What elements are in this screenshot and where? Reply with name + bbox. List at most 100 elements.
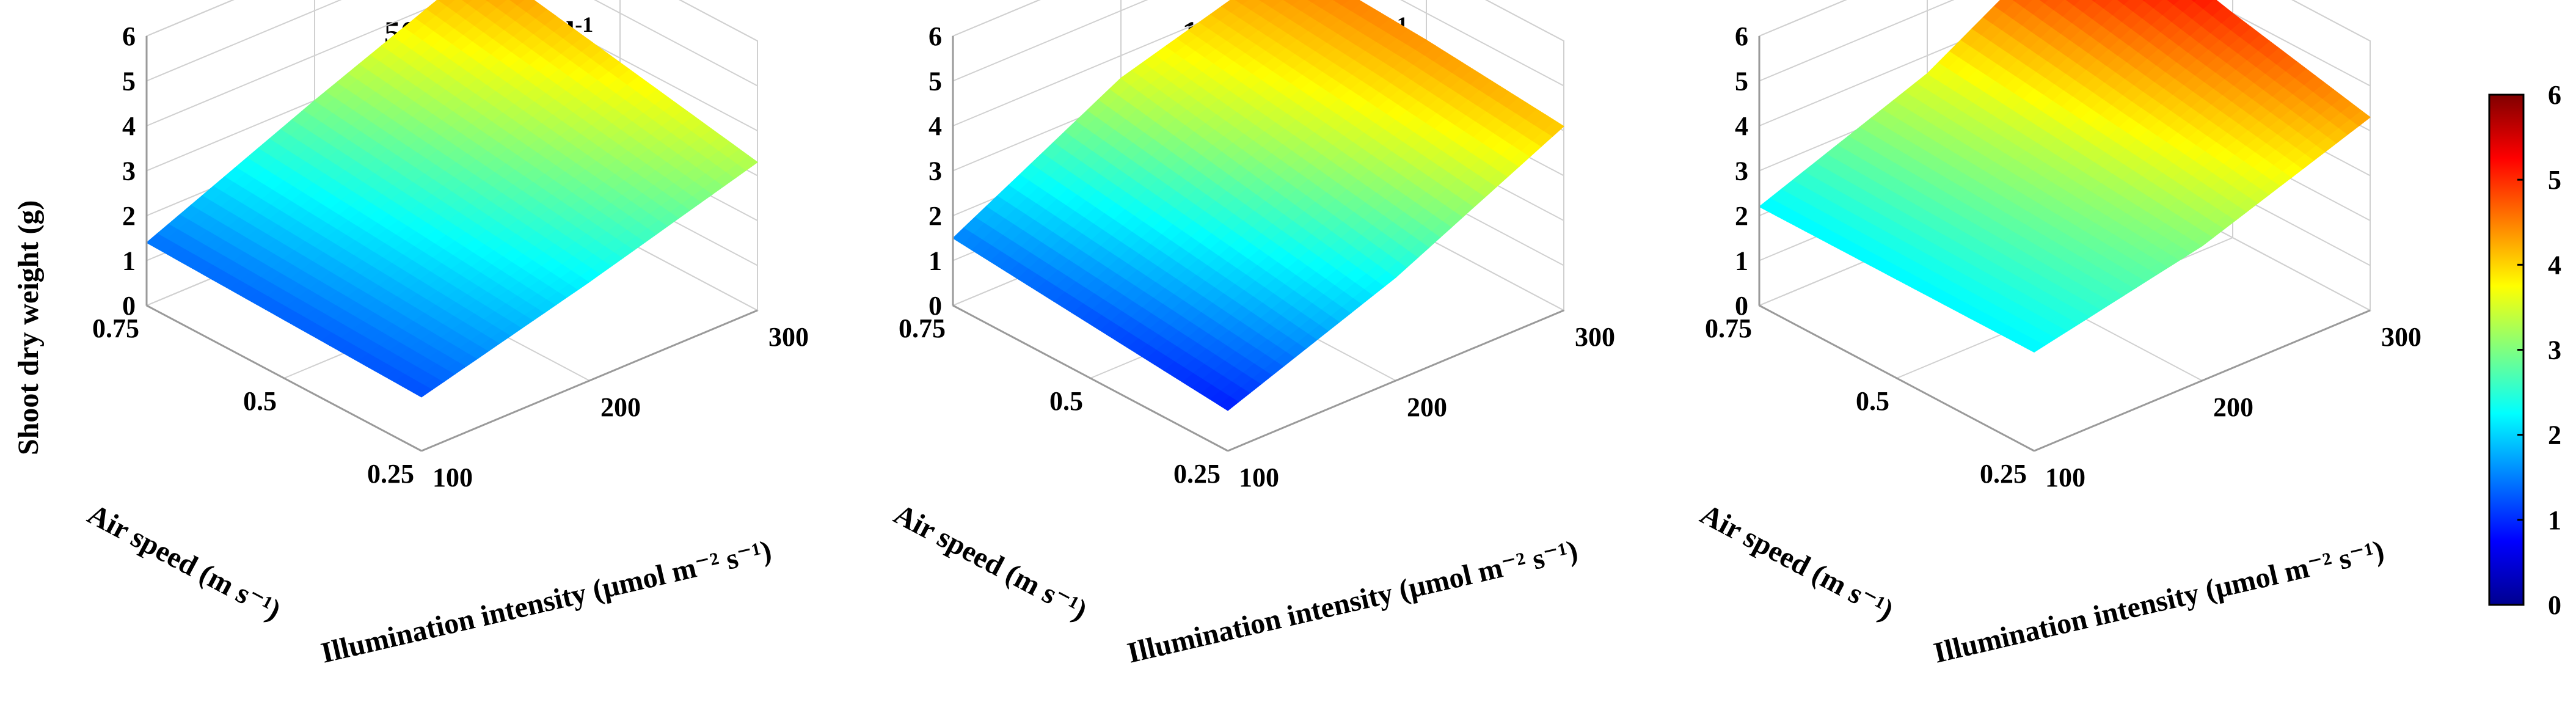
y-axis-label: Illumination intensity (μmol m⁻² s⁻¹): [1125, 534, 1581, 669]
x-axis-label: Air speed (m s⁻¹): [82, 498, 286, 627]
surface-patch: [446, 0, 468, 13]
y-tick-label: 300: [1575, 322, 1615, 352]
surface-patch: [1291, 0, 1313, 12]
z-tick-label: 0: [929, 291, 942, 321]
z-tick-label: 3: [929, 156, 942, 186]
surface-patch: [2144, 0, 2162, 9]
z-tick-label: 5: [1735, 67, 1748, 97]
surface-patch: [1312, 0, 1333, 9]
panel-3: 1500 μmol mol-101234560.750.50.251002003…: [1695, 0, 2421, 670]
y-tick-label: 300: [2381, 322, 2421, 352]
surface-patch: [2065, 0, 2080, 6]
z-tick-label: 2: [1735, 201, 1748, 231]
surface-patch: [2123, 0, 2145, 12]
surface-patch: [2191, 0, 2197, 2]
axes: [1758, 36, 2371, 452]
surface-patch: [1258, 0, 1266, 2]
y-axis-line: [421, 309, 758, 452]
surface-patch: [487, 0, 507, 9]
x-tick-label: 0.5: [243, 386, 277, 416]
surface-patch: [1271, 0, 1293, 14]
surface: [145, 0, 759, 398]
x-axis-label: Air speed (m s⁻¹): [1695, 498, 1899, 627]
surface-patch: [2202, 0, 2224, 16]
panels: 500 μmol mol-101234560.750.50.2510020030…: [12, 0, 2421, 670]
x-axis-line: [1759, 304, 2035, 452]
z-tick-label: 0: [1735, 291, 1748, 321]
axes: [952, 36, 1564, 452]
surface-patch: [1241, 0, 1263, 11]
z-tick-label: 6: [929, 21, 942, 51]
surface-patch: [1332, 0, 1349, 6]
x-tick-label: 0.75: [92, 313, 139, 343]
y-tick-label: 100: [1239, 463, 1279, 492]
y-tick-label: 100: [2045, 463, 2085, 492]
surface-patch: [2012, 0, 2016, 2]
surface-patch: [437, 0, 455, 7]
colorbar-tick-label: 2: [2548, 420, 2561, 450]
z-gridline: [1759, 0, 2371, 87]
z-tick-label: 4: [122, 111, 136, 141]
x-tick-label: 0.25: [1173, 459, 1220, 489]
surface-patch: [2173, 0, 2195, 12]
z-tick-label: 4: [1735, 111, 1748, 141]
z-tick-label: 6: [122, 21, 136, 51]
surface-patch: [2193, 0, 2214, 9]
x-axis-line: [952, 304, 1228, 452]
colorbar-tick-label: 1: [2548, 505, 2561, 535]
x-tick-label: 0.25: [367, 459, 414, 489]
surface-patch: [1307, 0, 1316, 3]
z-tick-label: 1: [929, 246, 942, 276]
colorbar: 0 1 2 3 4 5 6: [2488, 80, 2561, 620]
x-axis-label: Air speed (m s⁻¹): [889, 498, 1092, 627]
x-axis-line: [146, 304, 422, 452]
surface-patch: [2052, 0, 2074, 17]
y-axis-line: [2034, 309, 2371, 452]
surface-patch: [2142, 0, 2146, 2]
surface-patch: [2043, 0, 2064, 10]
x-tick-label: 0.5: [1049, 386, 1083, 416]
x-tick-label: 0.5: [1856, 386, 1889, 416]
surface-patch: [467, 0, 489, 11]
colorbar-tick-label: 6: [2548, 80, 2561, 110]
x-tick-label: 0.25: [1980, 459, 2027, 489]
surface-patch: [1261, 0, 1283, 9]
z-tick-label: 5: [929, 67, 942, 97]
colorbar-tick-label: 5: [2548, 165, 2561, 195]
surface: [1758, 0, 2371, 353]
z-tick-label: 1: [122, 246, 136, 276]
surface-patch: [2092, 0, 2096, 2]
z-tick-label: 4: [929, 111, 942, 141]
surface-patch: [486, 0, 490, 2]
surface-patch: [2039, 0, 2048, 4]
colorbar-tick-label: 3: [2548, 335, 2561, 365]
surface-patch: [2014, 0, 2032, 9]
surface-patch: [2167, 0, 2180, 5]
surface-patch: [2023, 0, 2045, 15]
surface-patch: [516, 0, 538, 12]
z-tick-label: 2: [929, 201, 942, 231]
z-tick-label: 5: [122, 67, 136, 97]
y-tick-label: 300: [768, 322, 809, 352]
y-tick-label: 200: [1407, 392, 1447, 422]
y-axis-line: [1227, 309, 1564, 452]
surface-patch: [426, 0, 448, 16]
surface-patch: [1220, 0, 1243, 13]
surface-patch: [1235, 0, 1249, 5]
surface-patch: [461, 0, 472, 4]
surface-patch: [1283, 0, 1300, 6]
z-tick-label: 3: [122, 156, 136, 186]
y-tick-label: 200: [600, 392, 641, 422]
axes: [145, 36, 758, 452]
surface-patch: [1341, 0, 1363, 12]
surface-patch: [2153, 0, 2175, 15]
y-axis-label: Illumination intensity (μmol m⁻² s⁻¹): [318, 534, 775, 669]
surface-patch: [509, 0, 524, 6]
surface: [952, 0, 1564, 411]
surface-patch: [2073, 0, 2095, 13]
panel-1: 500 μmol mol-101234560.750.50.2510020030…: [82, 0, 809, 670]
x-tick-label: 0.75: [899, 313, 946, 343]
surface-patch: [1321, 0, 1343, 14]
z-tick-label: 6: [1735, 21, 1748, 51]
